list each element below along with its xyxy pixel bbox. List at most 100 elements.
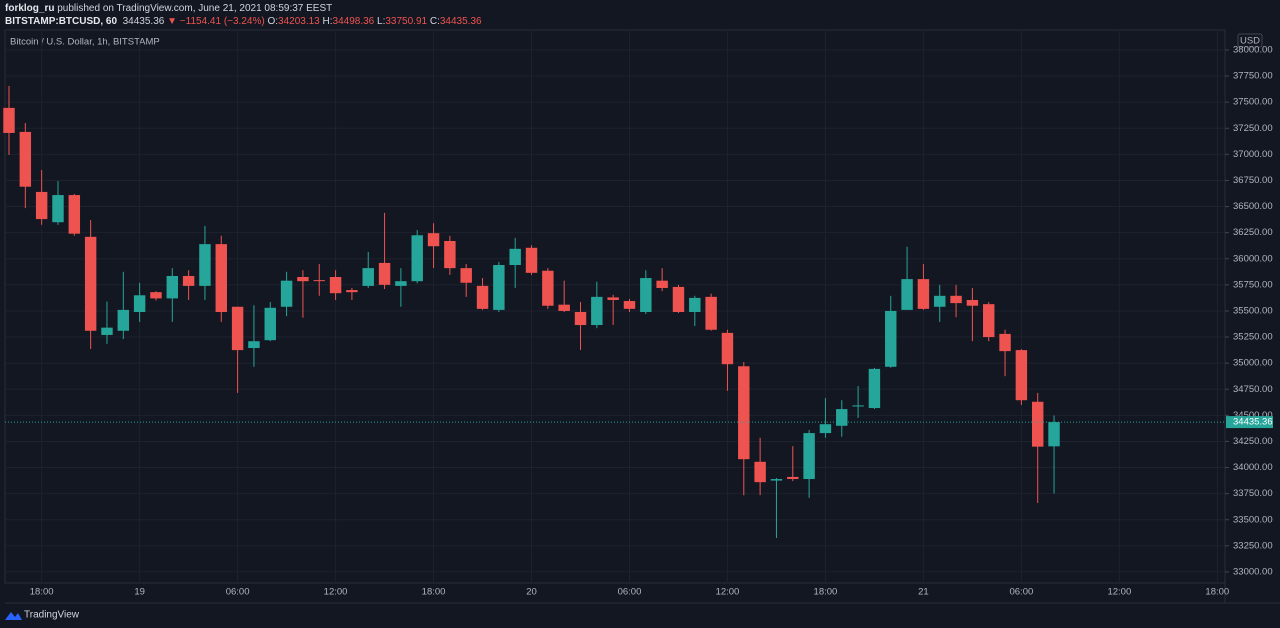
candle-body xyxy=(199,244,211,286)
header: forklog_ru published on TradingView.com,… xyxy=(5,2,482,28)
candle-body xyxy=(378,262,391,285)
y-tick-label: 36000.00 xyxy=(1233,253,1273,264)
x-tick-label: 19 xyxy=(134,587,145,598)
y-tick-label: 35500.00 xyxy=(1233,305,1273,316)
arrow: ▼ xyxy=(167,16,178,27)
candle-body xyxy=(770,479,783,481)
symbol-line: BITSTAMP:BTCUSD, 60 34435.36 ▼ −1154.41 … xyxy=(5,15,482,28)
candle-body xyxy=(166,275,179,299)
candle-body xyxy=(427,233,440,247)
y-tick-label: 37500.00 xyxy=(1233,97,1273,108)
candle-body xyxy=(35,191,48,220)
candle-body xyxy=(983,304,995,338)
y-tick-label: 34250.00 xyxy=(1233,436,1273,447)
candle-body xyxy=(640,278,652,312)
publish-line: forklog_ru published on TradingView.com,… xyxy=(5,2,482,15)
candle-body xyxy=(476,285,489,309)
y-tick-label: 33250.00 xyxy=(1233,540,1273,551)
candle-body xyxy=(231,306,244,351)
x-tick-label: 12:00 xyxy=(1107,587,1131,598)
candle-body xyxy=(52,195,64,223)
y-tick-label: 38000.00 xyxy=(1233,44,1273,55)
candle-body xyxy=(836,409,848,426)
chart-title: Bitcoin / U.S. Dollar, 1h, BITSTAMP xyxy=(10,37,160,48)
y-tick-label: 34500.00 xyxy=(1233,410,1273,421)
symbol: BITSTAMP:BTCUSD, 60 xyxy=(5,16,118,27)
y-tick-label: 35750.00 xyxy=(1233,279,1273,290)
last-price-label: 34435.36 xyxy=(1233,417,1273,428)
ohlc: O:34203.13 H:34498.36 L:33750.91 C:34435… xyxy=(267,16,481,27)
candle-body xyxy=(1015,350,1028,401)
ohlc-key: O: xyxy=(267,16,279,27)
candle-body xyxy=(558,304,570,311)
candle-body xyxy=(19,131,32,187)
y-tick-label: 37250.00 xyxy=(1233,123,1273,134)
candle-body xyxy=(329,277,342,294)
candle-body xyxy=(84,236,97,331)
candle-body xyxy=(901,279,913,310)
candle-body xyxy=(689,297,701,312)
candle-body xyxy=(656,280,668,288)
candle-body xyxy=(346,290,358,293)
candle-body xyxy=(133,295,146,312)
currency: USD xyxy=(1240,36,1260,47)
last-price-tag xyxy=(1226,416,1273,429)
x-tick-label: 18:00 xyxy=(1205,587,1229,598)
candle-body xyxy=(509,248,521,266)
ohlc-key: C: xyxy=(429,16,440,27)
candle-body xyxy=(623,301,636,309)
candle-body xyxy=(117,309,130,331)
candle-body xyxy=(460,268,472,283)
candle-body xyxy=(999,333,1011,352)
candle-body xyxy=(754,461,766,483)
change: −1154.41 (−3.24%) xyxy=(179,16,265,27)
candle-body xyxy=(917,279,930,309)
candle-body xyxy=(313,280,325,282)
candle-body xyxy=(885,310,897,367)
x-tick-label: 06:00 xyxy=(618,587,642,598)
candle-body xyxy=(3,107,15,133)
x-tick-label: 12:00 xyxy=(716,587,740,598)
y-tick-label: 36250.00 xyxy=(1233,227,1273,238)
x-tick-label: 06:00 xyxy=(226,587,250,598)
candle-body xyxy=(819,424,832,434)
plot-area xyxy=(4,29,1226,584)
candle-body xyxy=(787,476,799,480)
candle-body xyxy=(182,275,195,286)
ohlc-value: 33750.91 xyxy=(385,16,428,27)
candle-body xyxy=(591,296,603,326)
y-tick-label: 35250.00 xyxy=(1233,332,1273,343)
candle-body xyxy=(395,281,407,286)
candle-body xyxy=(264,307,276,341)
candle-body xyxy=(68,195,81,234)
candle-body xyxy=(803,433,815,480)
candle-body xyxy=(574,311,587,326)
candle-body xyxy=(672,286,685,312)
candle-body xyxy=(934,295,946,307)
candle-body xyxy=(1031,401,1044,447)
ohlc-key: H: xyxy=(322,16,333,27)
candle-body xyxy=(542,270,554,306)
candle-body xyxy=(411,235,423,282)
candle-body xyxy=(721,332,734,365)
y-tick-label: 37750.00 xyxy=(1233,71,1273,82)
candle-body xyxy=(150,292,162,299)
x-tick-label: 21 xyxy=(918,587,929,598)
ohlc-value: 34203.13 xyxy=(278,16,320,27)
y-tick-label: 33750.00 xyxy=(1233,488,1273,499)
currency-box xyxy=(1237,33,1263,48)
ohlc-key: L: xyxy=(377,16,386,27)
author[interactable]: forklog_ru xyxy=(5,3,55,14)
candle-body xyxy=(1048,422,1060,447)
x-tick-label: 06:00 xyxy=(1009,587,1033,598)
brand[interactable]: TradingView xyxy=(24,610,80,621)
candle-body xyxy=(362,268,374,286)
candle-body xyxy=(493,265,505,310)
candle-body xyxy=(215,244,227,312)
y-tick-label: 33000.00 xyxy=(1233,566,1273,577)
tv-logo xyxy=(5,612,22,620)
candle-body xyxy=(280,280,293,307)
ohlc-value: 34435.36 xyxy=(439,16,482,27)
candle-body xyxy=(950,295,962,304)
